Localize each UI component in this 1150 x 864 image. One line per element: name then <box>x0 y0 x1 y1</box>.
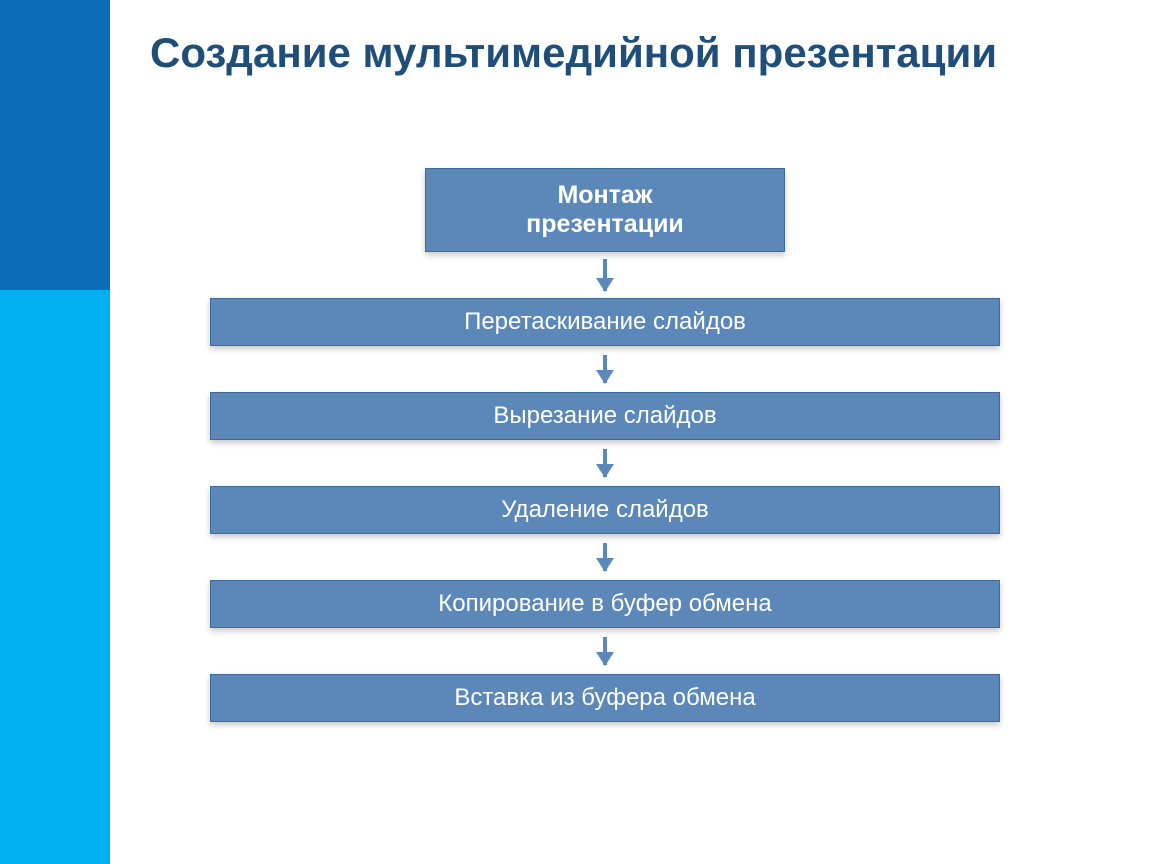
flow-node-label: Копирование в буфер обмена <box>438 590 771 618</box>
flow-arrow <box>210 628 1000 674</box>
flow-node-head: Монтажпрезентации <box>425 168 785 252</box>
sidebar-accent-top <box>0 0 110 290</box>
flow-node-label: Удаление слайдов <box>501 496 709 524</box>
flow-node-row: Вырезание слайдов <box>210 392 1000 440</box>
flow-node-row: Удаление слайдов <box>210 486 1000 534</box>
flow-node-label: Вставка из буфера обмена <box>454 684 755 712</box>
sidebar-accent-bottom <box>0 290 110 864</box>
flow-node-head-label: Монтажпрезентации <box>526 181 684 239</box>
flow-node-row: Перетаскивание слайдов <box>210 298 1000 346</box>
slide-title: Создание мультимедийной презентации <box>150 28 1050 78</box>
flow-arrow <box>210 346 1000 392</box>
flow-node-row: Копирование в буфер обмена <box>210 580 1000 628</box>
flow-node-label: Перетаскивание слайдов <box>464 308 746 336</box>
flow-arrow <box>210 534 1000 580</box>
flowchart: Монтажпрезентации Перетаскивание слайдов… <box>210 168 1000 722</box>
flow-arrow <box>210 252 1000 298</box>
flow-node-label: Вырезание слайдов <box>493 402 716 430</box>
flow-arrow <box>210 440 1000 486</box>
flow-node-row: Вставка из буфера обмена <box>210 674 1000 722</box>
